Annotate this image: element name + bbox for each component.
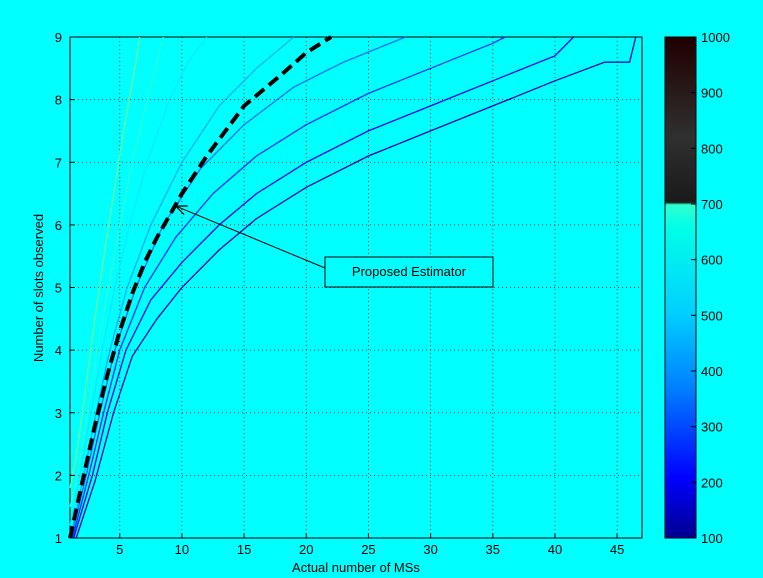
estimator-curve <box>68 35 333 539</box>
x-tick-label: 45 <box>610 542 624 557</box>
y-axis-ticks: 1 2 3 4 5 6 7 8 9 <box>55 30 75 546</box>
colorbar: 100 200 300 400 500 600 700 800 900 1000 <box>664 30 730 546</box>
contour-line <box>73 36 575 539</box>
colorbar-tick-label: 800 <box>701 141 723 156</box>
colorbar-tick-label: 1000 <box>701 30 730 45</box>
y-tick-label: 4 <box>55 343 62 358</box>
y-tick-label: 7 <box>55 155 62 170</box>
y-tick-label: 5 <box>55 281 62 296</box>
colorbar-tick-label: 200 <box>701 475 723 490</box>
x-tick-label: 40 <box>548 542 562 557</box>
y-tick-label: 9 <box>55 30 62 45</box>
annotation-arrow <box>175 205 326 269</box>
colorbar-tick-label: 100 <box>701 531 723 546</box>
x-tick-label: 5 <box>116 542 123 557</box>
colorbar-tick-label: 700 <box>701 197 723 212</box>
colorbar-tick-label: 500 <box>701 308 723 323</box>
annotation-box <box>324 256 494 288</box>
contour-line <box>75 36 637 539</box>
contour-line <box>69 36 164 507</box>
colorbar-ticks: 100 200 300 400 500 600 700 800 900 1000 <box>691 30 730 546</box>
contour-line <box>71 36 506 539</box>
x-axis-ticks: 5 10 15 20 25 30 35 40 45 <box>116 533 624 557</box>
colorbar-tick-label: 300 <box>701 420 723 435</box>
x-axis-label: Actual number of MSs <box>292 560 420 575</box>
x-tick-label: 35 <box>486 542 500 557</box>
x-tick-label: 20 <box>299 542 313 557</box>
colorbar-tick-label: 900 <box>701 86 723 101</box>
grid-lines <box>70 37 642 538</box>
y-tick-label: 1 <box>55 531 62 546</box>
annotation: Proposed Estimator <box>174 205 494 288</box>
y-tick-label: 2 <box>55 468 62 483</box>
contour-line <box>69 36 141 489</box>
y-tick-label: 3 <box>55 406 62 421</box>
y-tick-label: 8 <box>55 93 62 108</box>
annotation-label: Proposed Estimator <box>352 264 467 279</box>
y-axis-label: Number of slots observed <box>31 214 46 362</box>
x-tick-label: 10 <box>175 542 189 557</box>
contour-line <box>69 36 208 526</box>
annotation-arrowhead <box>174 205 188 216</box>
colorbar-scale <box>664 36 697 539</box>
x-tick-label: 25 <box>361 542 375 557</box>
x-tick-label: 15 <box>237 542 251 557</box>
y-tick-label: 6 <box>55 218 62 233</box>
colorbar-tick-label: 400 <box>701 364 723 379</box>
x-tick-label: 30 <box>423 542 437 557</box>
colorbar-tick-label: 600 <box>701 253 723 268</box>
